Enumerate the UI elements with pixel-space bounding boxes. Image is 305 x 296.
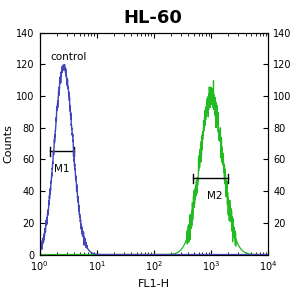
Text: M1: M1 xyxy=(54,164,69,174)
Text: M2: M2 xyxy=(206,191,222,201)
Text: HL-60: HL-60 xyxy=(123,9,182,27)
Text: control: control xyxy=(50,52,86,62)
X-axis label: FL1-H: FL1-H xyxy=(138,279,170,289)
Y-axis label: Counts: Counts xyxy=(4,124,13,163)
